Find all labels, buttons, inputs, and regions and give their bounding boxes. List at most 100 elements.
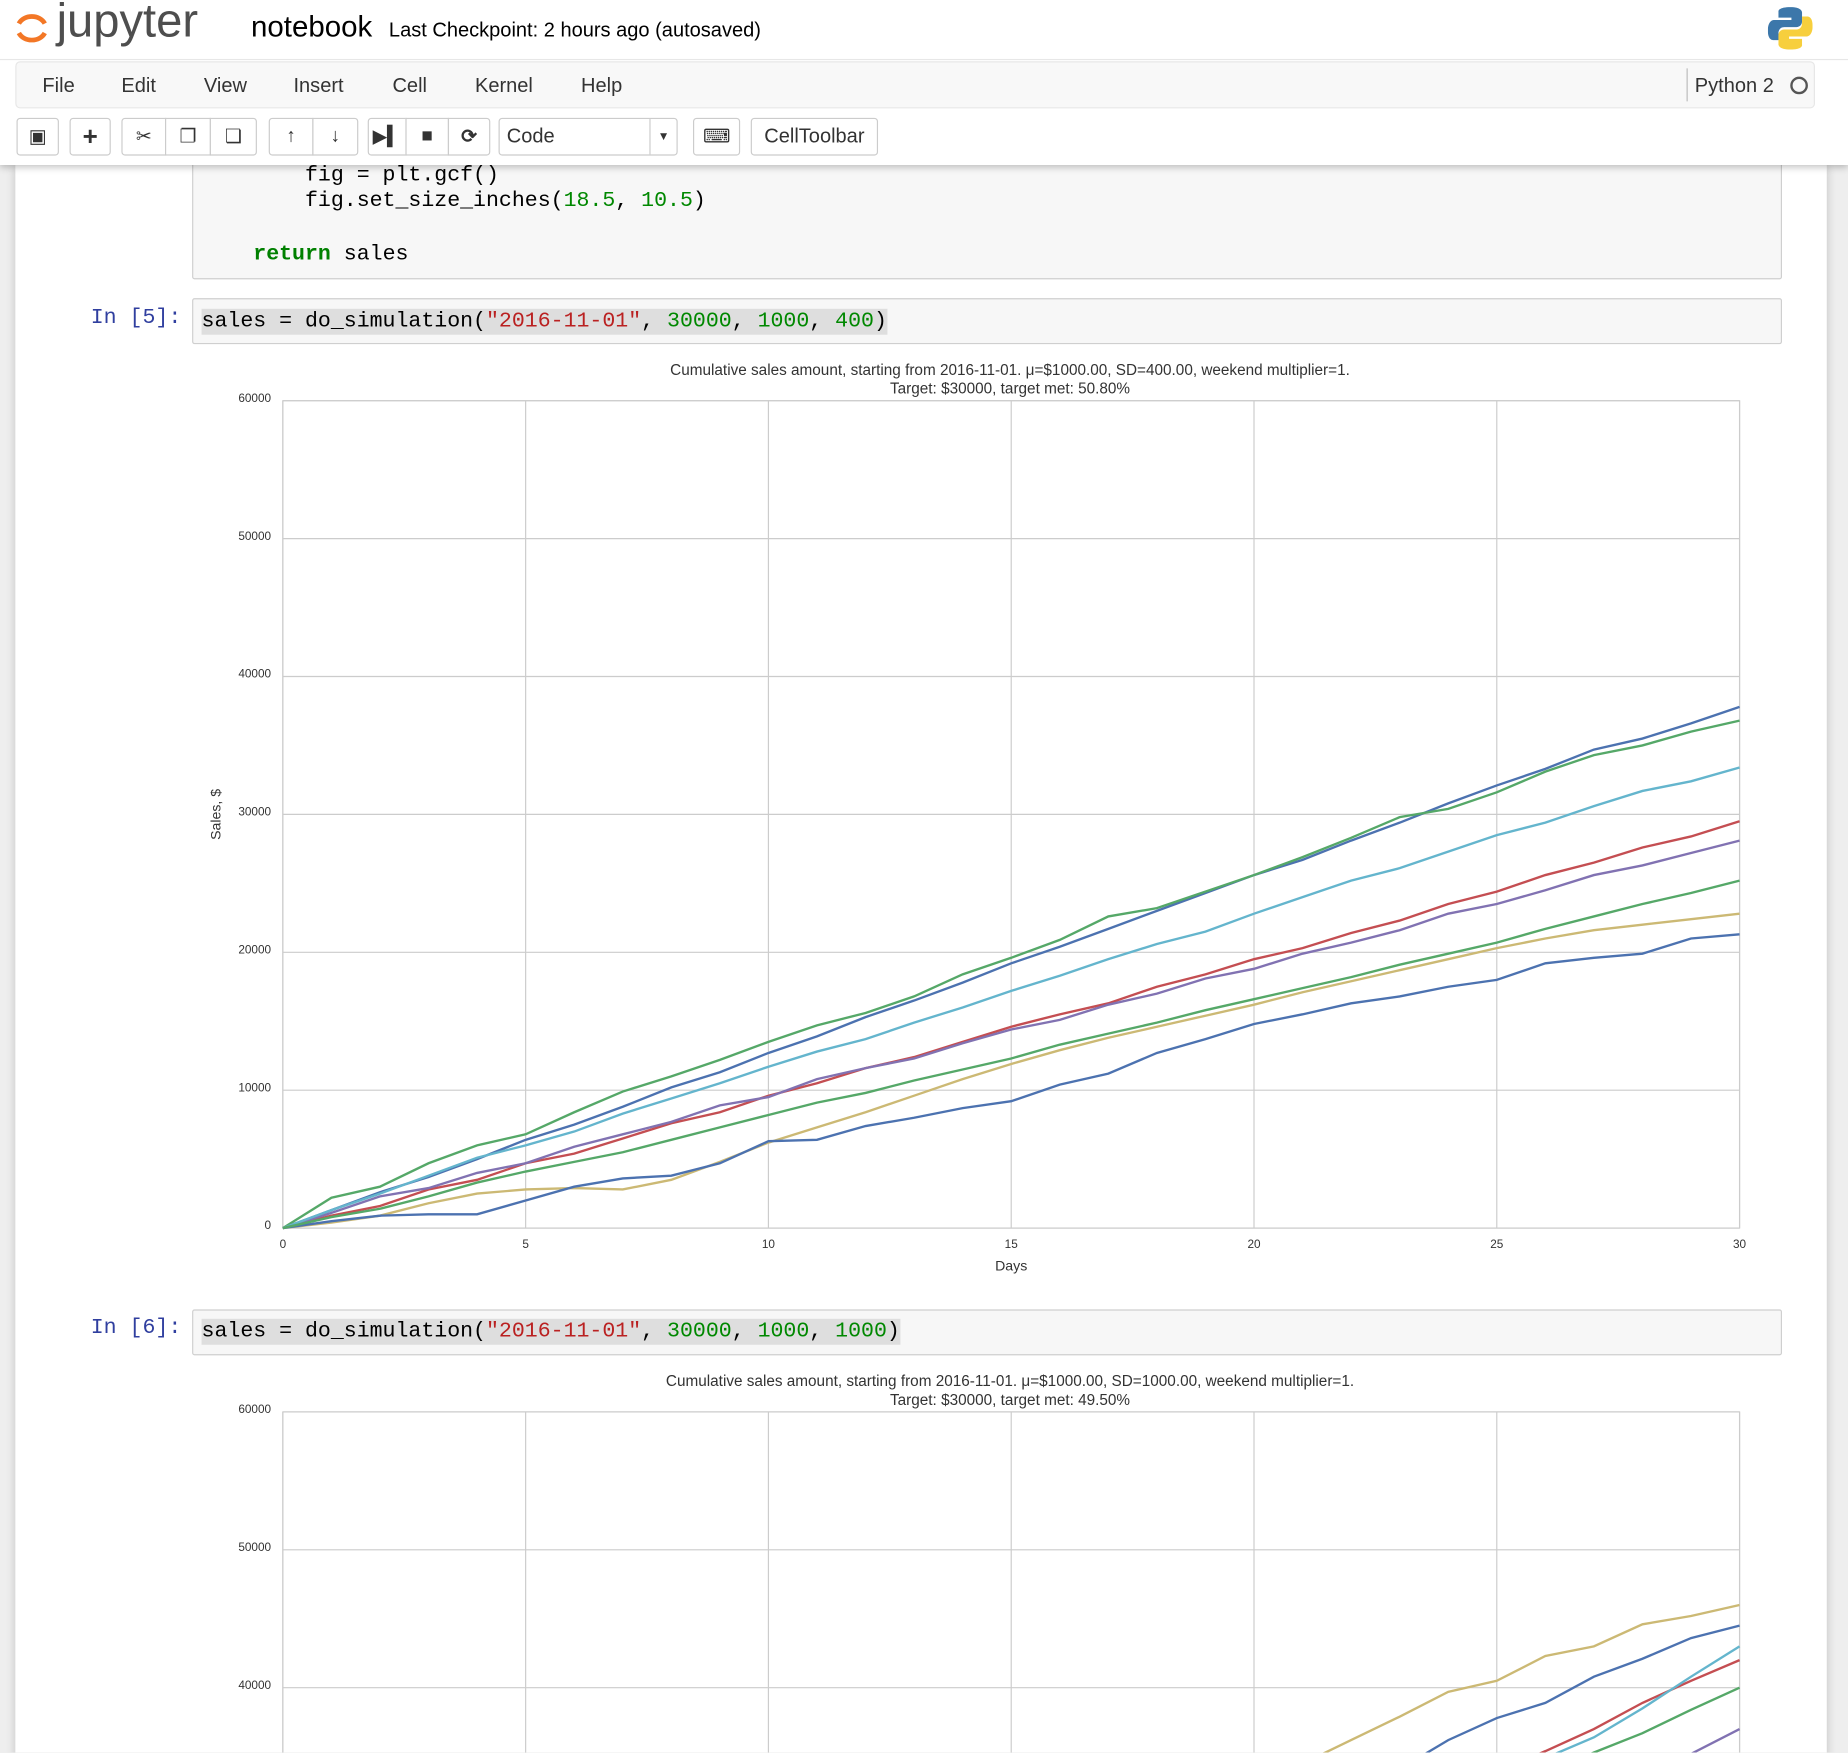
x-tick-label: 5 [522,1238,529,1251]
code-token: , [731,309,758,334]
chart-subtitle: Target: $30000, target met: 50.80% [890,381,1130,398]
code-line: sales = do_simulation("2016-11-01", 3000… [201,1318,900,1345]
code-token: return [253,242,331,267]
series-line [282,839,1740,1230]
code-token: 1000 [757,309,810,334]
notebook-name[interactable]: notebook [251,10,373,44]
code-line: fig.set_size_inches(18.5, 10.5) [202,189,706,215]
code-token: sales = do_simulation( [201,1319,486,1344]
select-arrow: ▼ [649,119,676,155]
code-line [202,214,706,241]
code-token: , [809,309,836,334]
copy-button[interactable]: ❐ [164,117,211,156]
code-token: , [809,1319,836,1344]
code-token: fig = plt.gcf() [201,163,499,188]
stop-button[interactable]: ■ [405,117,450,156]
chart-subtitle: Target: $30000, target met: 49.50% [890,1392,1130,1409]
x-tick-label: 0 [280,1238,287,1251]
menu-item[interactable]: Insert [293,74,344,97]
code-token: , [641,1319,668,1344]
code-token: ) [873,309,887,334]
logo-text[interactable]: jupyter [56,0,199,48]
code-token: 1000 [757,1319,810,1344]
menu-item[interactable]: Cell [392,74,427,97]
paste-button[interactable]: ❏ [209,117,257,156]
series-line [282,705,1740,1230]
chart: Cumulative sales amount, starting from 2… [238,1373,1741,1753]
code-token: 30000 [667,1319,732,1344]
x-tick-label: 15 [1005,1238,1019,1251]
code-token: ) [886,1319,900,1344]
code-token: , [641,309,668,334]
series-line [282,766,1740,1230]
y-tick-label: 30000 [238,806,271,819]
celltoolbar-button[interactable]: CellToolbar [750,117,879,156]
menu-item[interactable]: Kernel [474,74,533,97]
code-token: "2016-11-01" [485,1319,642,1344]
y-tick-label: 40000 [238,668,271,681]
kernel-name: Python 2 [1694,74,1774,97]
y-tick-label: 60000 [238,1403,271,1416]
cell-type-select[interactable]: Code ▼ [498,117,678,156]
code-token: sales = do_simulation( [201,309,486,334]
y-tick-label: 0 [265,1219,272,1232]
code-token: 30000 [667,309,732,334]
chart-title: Cumulative sales amount, starting from 2… [670,362,1350,379]
prompt: In [5]: [90,306,182,330]
code-token: ) [692,189,706,214]
move-down-button[interactable]: ↓ [312,117,359,156]
jupyter-logo [16,14,47,43]
code-token: , [731,1319,758,1344]
code-token: fig.set_size_inches( [201,189,564,214]
code-line: sales = do_simulation("2016-11-01", 3000… [201,308,887,335]
x-tick-label: 30 [1733,1238,1747,1251]
code-token [202,243,254,267]
menu-item[interactable]: Help [581,74,623,97]
code-block: fig = plt.gcf() fig.set_size_inches(18.5… [202,163,706,268]
keyboard-button[interactable]: ⌨ [692,117,741,156]
restart-button[interactable]: ⟳ [447,117,491,156]
divider [0,58,1848,61]
cell-type: Code [506,124,555,148]
code-line: fig = plt.gcf() [202,163,706,189]
cut-button[interactable]: ✂ [121,117,167,156]
code-token: 1000 [835,1319,887,1344]
checkpoint: Last Checkpoint: 2 hours ago (autosaved) [388,18,761,42]
menubar: File Edit View Insert Cell Kernel Help P… [15,61,1815,109]
series-line [282,879,1740,1230]
menu-item[interactable]: Edit [121,74,156,97]
run-button[interactable]: ▶▍ [367,117,407,156]
series-line [1425,1624,1740,1753]
code-token: 10.5 [641,189,693,214]
x-tick-label: 20 [1247,1238,1261,1251]
code-token: sales [330,242,409,267]
y-tick-label: 50000 [238,1541,271,1554]
move-up-button[interactable]: ↑ [268,117,314,156]
add-cell-button[interactable]: + [69,117,111,156]
kernel-indicator [1790,76,1808,95]
code-block: sales = do_simulation("2016-11-01", 3000… [201,308,887,335]
code-block: sales = do_simulation("2016-11-01", 3000… [201,1318,900,1345]
python-logo [1767,7,1813,50]
chart-title: Cumulative sales amount, starting from 2… [666,1373,1354,1390]
save-button[interactable]: ▣ [16,117,59,156]
menu-item[interactable]: View [203,74,247,97]
series-line [1322,1603,1740,1753]
code-token: , [615,189,642,214]
chart: Cumulative sales amount, starting from 2… [207,362,1747,1274]
code-token: 400 [835,309,874,334]
separator [1686,68,1688,102]
code-token: 18.5 [563,189,616,214]
x-tick-label: 10 [762,1238,776,1251]
y-tick-label: 40000 [238,1679,271,1692]
y-tick-label: 10000 [238,1081,271,1094]
y-tick-label: 20000 [238,943,271,956]
menu-item[interactable]: File [42,74,75,97]
series-line [282,719,1740,1230]
prompt: In [6]: [90,1316,182,1341]
series-line [282,912,1740,1230]
y-axis-label: Sales, $ [207,789,223,840]
x-axis-label: Days [995,1257,1027,1273]
